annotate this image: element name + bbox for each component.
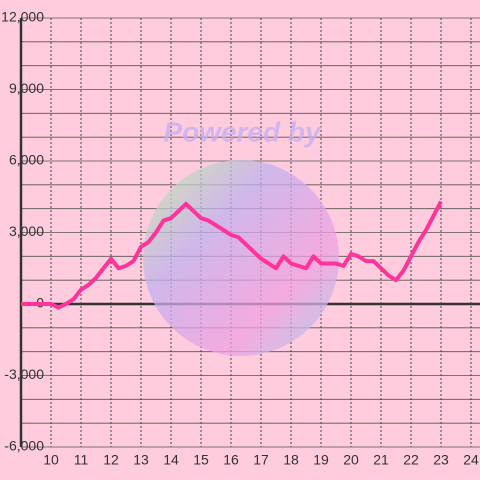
watermark-logo [143,160,339,356]
x-tick-label: 22 [403,452,419,468]
y-tick-label: 3,000 [9,223,44,239]
data-line [21,200,443,310]
x-tick-label: 12 [103,452,119,468]
y-tick-label: -6,000 [4,438,44,454]
x-tick-label: 19 [313,452,329,468]
plot [21,200,443,310]
y-tick-label: 6,000 [9,152,44,168]
x-tick-label: 23 [433,452,449,468]
y-tick-label: -3,000 [4,366,44,382]
x-tick-label: 11 [74,452,89,468]
x-tick-label: 20 [343,452,359,468]
x-tick-label: 18 [283,452,299,468]
x-tick-label: 21 [373,452,389,468]
y-tick-label: 12,000 [1,9,44,25]
x-tick-label: 17 [253,452,269,468]
x-tick-label: 15 [193,452,209,468]
x-tick-label: 24 [463,452,479,468]
y-tick-label: 9,000 [9,80,44,96]
x-tick-label: 16 [223,452,239,468]
x-tick-label: 14 [163,452,179,468]
x-tick-label: 13 [133,452,149,468]
watermark-text: Powered by [163,116,322,147]
x-tick-label: 10 [43,452,59,468]
